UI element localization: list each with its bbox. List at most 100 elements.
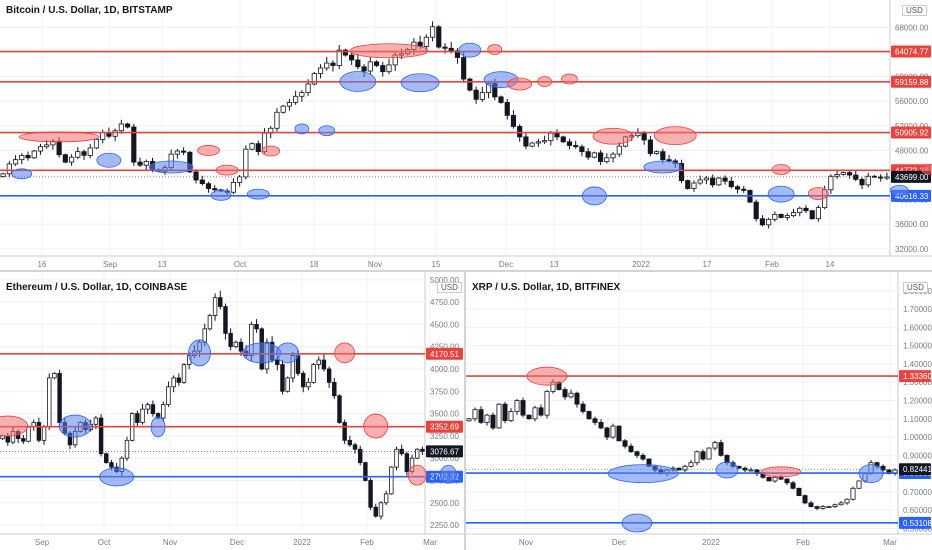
candle-body bbox=[566, 141, 573, 146]
candle-body bbox=[448, 47, 454, 52]
candle-body bbox=[697, 179, 703, 184]
x-tick-label: 2022 bbox=[702, 538, 720, 547]
candle-body bbox=[93, 417, 99, 425]
xrp-symbol[interactable]: XRP / U.S. Dollar, 1D, BITFINEX bbox=[472, 282, 621, 293]
candle-body bbox=[803, 207, 809, 212]
candle-body bbox=[336, 49, 342, 66]
y-tick-label: 1.10000 bbox=[903, 415, 932, 424]
candle-body bbox=[254, 323, 259, 330]
candle-body bbox=[478, 409, 484, 423]
candle-body bbox=[52, 373, 57, 379]
candle-body bbox=[373, 61, 380, 66]
x-tick-label: Oct bbox=[234, 260, 247, 269]
candle-body bbox=[299, 92, 305, 97]
candle-body bbox=[47, 377, 52, 428]
y-tick-label: 1.70000 bbox=[903, 305, 932, 314]
annotation-ellipse-blue bbox=[889, 185, 909, 196]
x-tick-label: Dec bbox=[230, 538, 244, 547]
candle-body bbox=[316, 359, 321, 365]
candle-body bbox=[573, 145, 579, 148]
candle-body bbox=[682, 465, 688, 471]
candle-body bbox=[610, 153, 616, 159]
candle-body bbox=[300, 373, 306, 388]
xrp-chart[interactable]: 1.800001.700001.600001.500001.400001.300… bbox=[466, 272, 932, 550]
candle-body bbox=[691, 182, 697, 189]
candle-body bbox=[324, 62, 330, 69]
candle-body bbox=[472, 409, 478, 420]
candle-body bbox=[389, 466, 394, 495]
candle-body bbox=[850, 487, 856, 500]
eth-symbol[interactable]: Ethereum / U.S. Dollar, 1D, COINBASE bbox=[6, 282, 188, 293]
level-price-tag bbox=[891, 45, 931, 58]
annotation-ellipse-blue bbox=[439, 464, 457, 484]
candle-body bbox=[598, 152, 604, 162]
x-tick-label: 18 bbox=[310, 260, 319, 269]
candle-body bbox=[104, 453, 109, 464]
annotation-ellipse-blue bbox=[242, 342, 282, 364]
x-tick-label: Sep bbox=[103, 260, 118, 269]
candle-body bbox=[526, 414, 532, 420]
candle-body bbox=[741, 188, 747, 191]
level-price-label: 4170.51 bbox=[430, 350, 459, 359]
candle-body bbox=[380, 65, 386, 73]
annotation-ellipse-red bbox=[592, 127, 634, 145]
candle-body bbox=[772, 213, 778, 220]
candle-body bbox=[150, 404, 156, 414]
vertical-divider[interactable] bbox=[464, 272, 466, 550]
candle-body bbox=[81, 151, 87, 156]
xrp-panel[interactable]: 1.800001.700001.600001.500001.400001.300… bbox=[466, 272, 932, 550]
annotation-ellipse-red bbox=[771, 164, 791, 175]
candle-body bbox=[357, 448, 363, 464]
candle-body bbox=[826, 506, 832, 508]
y-tick-label: 36000.00 bbox=[895, 220, 929, 229]
candle-body bbox=[820, 506, 826, 509]
candle-body bbox=[41, 426, 47, 441]
eth-chart[interactable]: 5000.00 4750.00 4500.00 4250.00 4000.00 3750.… bbox=[0, 272, 464, 550]
candle-body bbox=[93, 138, 100, 149]
candle-body bbox=[660, 151, 666, 161]
candle-body bbox=[187, 151, 193, 173]
candle-body bbox=[383, 493, 389, 504]
level-price-label: 3352.69 bbox=[430, 423, 459, 432]
candle-body bbox=[143, 161, 149, 166]
candle-body bbox=[604, 427, 610, 438]
candle-body bbox=[647, 139, 653, 154]
btc-panel[interactable]: 68000.0064000.0060000.0056000.0052000.00… bbox=[0, 0, 932, 270]
annotation-ellipse-red bbox=[363, 413, 389, 439]
level-price-tag bbox=[899, 516, 931, 529]
y-tick-label: 32000.00 bbox=[895, 245, 929, 254]
candle-body bbox=[62, 154, 68, 163]
x-tick-label: 17 bbox=[703, 260, 712, 269]
candle-body bbox=[790, 482, 796, 489]
x-tick-label: Dec bbox=[612, 538, 626, 547]
candle-body bbox=[218, 297, 223, 307]
candle-body bbox=[685, 180, 691, 189]
candle-body bbox=[337, 395, 342, 423]
candle-body bbox=[828, 175, 834, 191]
candle-body bbox=[734, 186, 741, 190]
candle-body bbox=[635, 132, 641, 137]
annotation-ellipse-blue bbox=[581, 186, 607, 206]
candle-body bbox=[368, 480, 373, 508]
btc-chart[interactable]: 68000.0064000.0060000.0056000.0052000.00… bbox=[0, 0, 932, 270]
candle-body bbox=[249, 143, 255, 150]
candle-body bbox=[878, 176, 884, 179]
btc-symbol[interactable]: Bitcoin / U.S. Dollar, 1D, BITSTAMP bbox=[6, 5, 173, 16]
candle-body bbox=[616, 425, 622, 442]
candle-body bbox=[285, 377, 290, 392]
candle-body bbox=[321, 359, 327, 370]
candle-body bbox=[666, 159, 672, 162]
candle-body bbox=[311, 364, 316, 383]
candle-body bbox=[5, 435, 10, 443]
x-tick-label: 13 bbox=[158, 260, 167, 269]
candle-body bbox=[532, 407, 538, 420]
candle-body bbox=[415, 448, 420, 459]
candle-body bbox=[305, 83, 311, 93]
candle-body bbox=[193, 171, 199, 181]
horizontal-divider[interactable] bbox=[0, 270, 932, 272]
annotation-ellipse-blue bbox=[318, 125, 336, 137]
candle-body bbox=[579, 146, 585, 153]
x-tick-label: 15 bbox=[432, 260, 441, 269]
candle-body bbox=[517, 126, 523, 138]
eth-panel[interactable]: 5000.00 4750.00 4500.00 4250.00 4000.00 3750.… bbox=[0, 272, 464, 550]
